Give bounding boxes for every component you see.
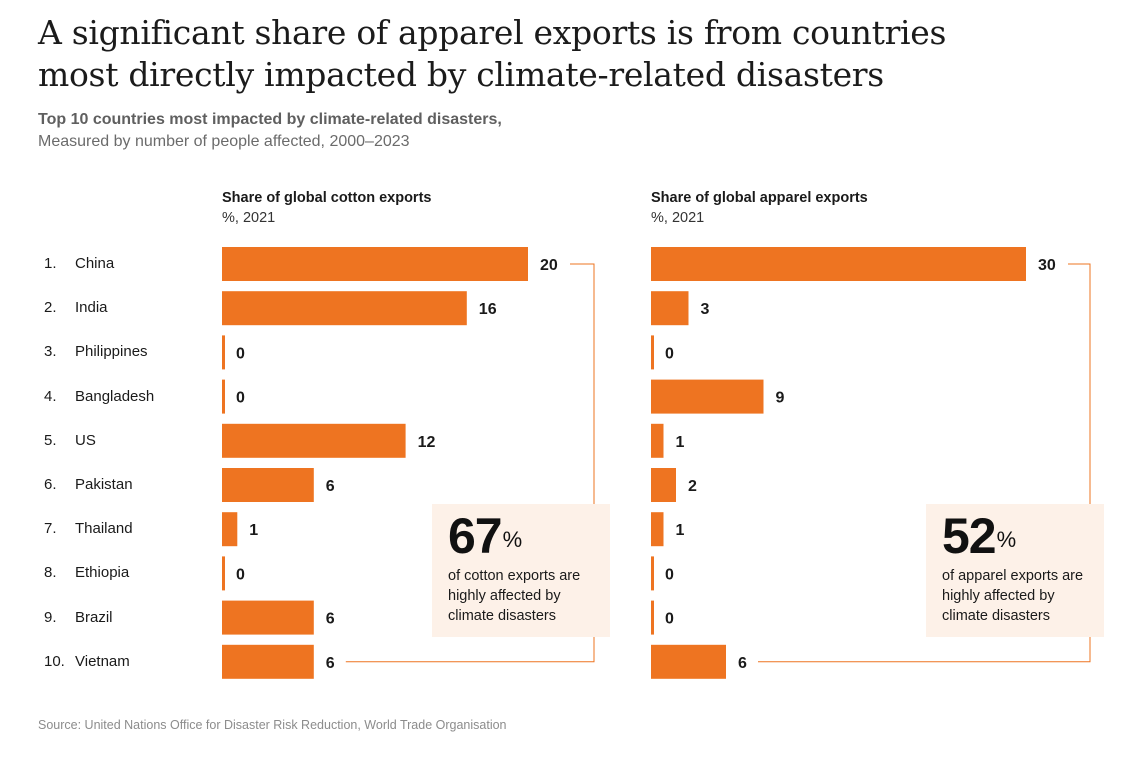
subtitle-line-1: Top 10 countries most impacted by climat… <box>38 111 502 128</box>
cotton-value-label: 12 <box>418 434 436 451</box>
cotton-callout-unit: % <box>502 527 523 552</box>
cotton-callout-number: 67 <box>448 508 503 564</box>
apparel-bar <box>651 291 689 326</box>
country-rank: 4. <box>44 387 57 405</box>
apparel-panel-title: Share of global apparel exports <box>651 190 868 206</box>
country-label: 2. India <box>44 291 108 325</box>
cotton-bar <box>222 512 238 547</box>
country-name: Pakistan <box>75 476 133 493</box>
apparel-bar <box>651 468 676 502</box>
country-name: Bangladesh <box>75 387 155 405</box>
apparel-callout-unit: % <box>996 527 1017 552</box>
country-label: 8. Ethiopia <box>44 556 129 590</box>
country-label: 10. Vietnam <box>44 645 130 679</box>
country-rank: 7. <box>44 520 57 538</box>
chart-title: A significant share of apparel exports i… <box>38 12 1038 96</box>
apparel-value-label: 1 <box>676 434 685 451</box>
country-name: Ethiopia <box>75 564 130 582</box>
cotton-bar <box>222 379 225 414</box>
apparel-bar <box>651 600 654 635</box>
apparel-callout: 52% of apparel exports are highly affect… <box>926 504 1104 637</box>
cotton-value-label: 1 <box>249 522 258 539</box>
chart-title-line-1: A significant share of apparel exports i… <box>38 13 947 52</box>
apparel-bar <box>651 423 664 458</box>
country-label: 6. Pakistan <box>44 468 133 502</box>
country-label: 4. Bangladesh <box>44 380 154 414</box>
apparel-callout-text: of apparel exports are highly affected b… <box>942 568 1084 624</box>
country-label: 5. US <box>44 424 96 458</box>
cotton-value-label: 16 <box>479 301 497 318</box>
country-rank: 5. <box>44 431 57 449</box>
country-name: Vietnam <box>75 652 130 670</box>
apparel-value-label: 3 <box>701 301 710 318</box>
apparel-value-label: 1 <box>676 522 685 539</box>
country-rank: 9. <box>44 608 57 626</box>
cotton-value-label: 20 <box>540 257 558 274</box>
cotton-callout-text: of cotton exports are highly affected by… <box>448 568 581 624</box>
apparel-value-label: 2 <box>688 478 697 495</box>
apparel-bar <box>651 644 726 679</box>
country-rank: 8. <box>44 564 57 582</box>
apparel-callout-number: 52 <box>942 508 997 564</box>
cotton-bar <box>222 423 406 458</box>
country-label: 9. Brazil <box>44 601 113 635</box>
cotton-bracket-line <box>345 263 595 663</box>
apparel-value-label: 30 <box>1038 257 1056 274</box>
cotton-bar <box>222 291 467 326</box>
cotton-bar <box>222 644 314 679</box>
apparel-bar <box>651 247 1026 281</box>
apparel-value-label: 0 <box>665 566 674 583</box>
cotton-panel-unit: %, 2021 <box>222 210 276 226</box>
cotton-bar <box>222 556 225 591</box>
apparel-bar <box>651 556 654 591</box>
cotton-bar <box>222 600 314 635</box>
cotton-value-label: 0 <box>236 566 245 583</box>
apparel-bar <box>651 335 654 370</box>
apparel-bar <box>651 512 664 547</box>
cotton-panel-header: Share of global cotton exports %, 2021 <box>222 188 431 228</box>
country-rank: 1. <box>44 255 57 272</box>
chart-subtitle: Top 10 countries most impacted by climat… <box>38 109 502 153</box>
cotton-callout-value: 67% <box>448 508 523 564</box>
country-rank: 10. <box>44 652 65 670</box>
cotton-callout: 67% of cotton exports are highly affecte… <box>432 504 610 637</box>
country-name: China <box>75 255 115 272</box>
apparel-bar <box>651 379 764 414</box>
country-name: India <box>75 299 108 317</box>
apparel-panel-unit: %, 2021 <box>651 210 705 226</box>
apparel-value-label: 9 <box>776 390 785 407</box>
apparel-value-label: 6 <box>738 655 747 672</box>
subtitle-line-2: Measured by number of people affected, 2… <box>38 133 410 150</box>
country-name: Thailand <box>75 520 133 538</box>
apparel-value-label: 0 <box>665 611 674 628</box>
country-name: Philippines <box>75 343 148 361</box>
country-rank: 2. <box>44 299 57 317</box>
country-label: 7. Thailand <box>44 512 133 546</box>
cotton-value-label: 0 <box>236 345 245 362</box>
country-label: 3. Philippines <box>44 335 148 369</box>
chart-title-line-2: most directly impacted by climate-relate… <box>38 55 884 94</box>
apparel-callout-value: 52% <box>942 508 1017 564</box>
cotton-panel-title: Share of global cotton exports <box>222 190 432 206</box>
country-name: US <box>75 431 96 449</box>
apparel-value-label: 0 <box>665 345 674 362</box>
country-label: 1. China <box>44 247 114 281</box>
cotton-bar <box>222 335 225 370</box>
source-note: Source: United Nations Office for Disast… <box>38 718 507 732</box>
cotton-value-label: 6 <box>326 655 335 672</box>
country-rank: 3. <box>44 343 57 361</box>
apparel-panel-header: Share of global apparel exports %, 2021 <box>651 188 868 228</box>
cotton-bar <box>222 247 528 281</box>
cotton-value-label: 6 <box>326 478 335 495</box>
cotton-value-label: 0 <box>236 390 245 407</box>
cotton-value-label: 6 <box>326 611 335 628</box>
apparel-bracket-line <box>758 263 1091 663</box>
cotton-bar <box>222 468 314 502</box>
country-rank: 6. <box>44 476 57 493</box>
country-name: Brazil <box>75 608 113 626</box>
